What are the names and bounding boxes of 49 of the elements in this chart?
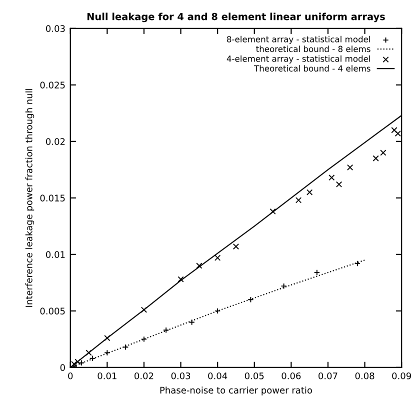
- y-tick-label: 0.025: [40, 82, 65, 88]
- point: [391, 127, 398, 134]
- x-tick-label: 0.07: [318, 372, 338, 380]
- x-axis-title: Phase-noise to carrier power ratio: [160, 386, 312, 396]
- point: [122, 344, 129, 350]
- x-tick-label: 0.04: [208, 372, 228, 380]
- point: [394, 130, 401, 137]
- x-tick-label: 0.06: [282, 372, 301, 380]
- y-tick-label: 0.03: [46, 25, 65, 32]
- point: [140, 306, 148, 313]
- point: [162, 327, 170, 334]
- point: [178, 276, 184, 282]
- point: [196, 262, 202, 269]
- point: [380, 150, 386, 156]
- point: [104, 350, 110, 356]
- legend-label: 4-element array - statistical model: [226, 55, 370, 64]
- y-tick-label: 0.01: [46, 251, 65, 258]
- legend-label: theoretical bound - 8 elems: [256, 46, 370, 52]
- point: [354, 260, 361, 267]
- point: [314, 269, 320, 276]
- x-tick-label: 0.08: [355, 372, 374, 380]
- point: [214, 254, 221, 261]
- y-tick-label: 0.015: [40, 194, 65, 202]
- x-tick-label: 0: [68, 372, 73, 380]
- legend-label: 8-element array - statistical model: [227, 36, 370, 44]
- point: [232, 243, 240, 250]
- y-tick-label: 0.005: [40, 308, 65, 314]
- y-tick-label: 0.02: [46, 138, 65, 145]
- point: [248, 296, 254, 303]
- point: [372, 155, 379, 162]
- point: [336, 181, 342, 188]
- x-tick-label: 0.05: [244, 372, 264, 380]
- point: [74, 358, 81, 365]
- x-tick-label: 0.03: [171, 372, 190, 380]
- y-axis-title: Interference leakage power fraction through null: [25, 88, 34, 307]
- x-tick-label: 0.01: [98, 372, 116, 380]
- point: [306, 189, 313, 196]
- legend-label: Theoretical bound - 4 elems: [254, 65, 370, 72]
- point: [295, 197, 302, 204]
- y-tick-label: 0: [60, 364, 65, 371]
- point: [78, 360, 85, 366]
- point: [328, 174, 335, 181]
- chart-title: Null leakage for 4 and 8 element linear uniform arrays: [87, 12, 385, 22]
- x-tick-label: 0.09: [392, 372, 411, 380]
- point: [188, 319, 195, 326]
- point: [104, 334, 110, 342]
- x-tick-label: 0.02: [134, 372, 154, 380]
- point: [270, 208, 276, 215]
- point: [346, 164, 354, 170]
